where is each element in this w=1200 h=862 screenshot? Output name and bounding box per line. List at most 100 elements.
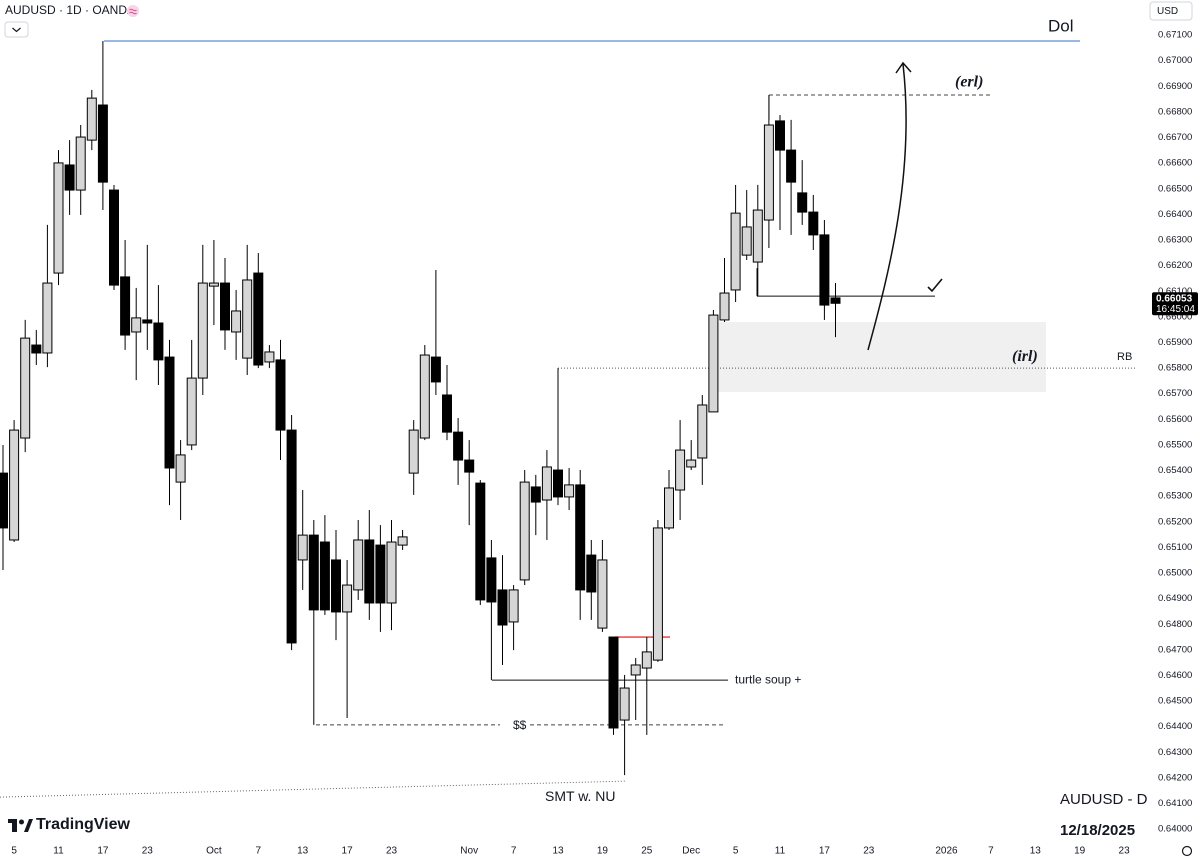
chevron — [12, 27, 21, 33]
candle-body — [686, 459, 697, 468]
x-tick-label: Oct — [206, 846, 222, 857]
candle-body — [442, 394, 452, 433]
candle — [719, 257, 730, 322]
y-tick-label: 0.66000 — [1158, 311, 1192, 322]
candle — [164, 339, 175, 506]
price-badge-label: 0.66053 — [1156, 293, 1193, 304]
candle — [9, 420, 20, 543]
x-tick-label: 23 — [863, 846, 875, 857]
candle-body — [109, 189, 119, 286]
candle — [830, 283, 841, 338]
candle-body — [508, 589, 519, 623]
collapse-button[interactable] — [4, 21, 29, 38]
y-tick-label: 0.64800 — [1158, 619, 1192, 630]
candle — [86, 89, 97, 151]
candle — [364, 510, 375, 620]
candle-body — [553, 469, 563, 498]
candle-body — [286, 429, 297, 644]
x-tick-label: 23 — [142, 846, 154, 857]
y-tick-label: 0.66400 — [1158, 209, 1192, 220]
candle — [708, 309, 719, 413]
y-tick-label: 0.64300 — [1158, 747, 1192, 758]
candle-body — [220, 282, 230, 331]
candle-body — [20, 337, 31, 439]
candle-body — [53, 162, 64, 274]
candle-body — [530, 486, 541, 503]
candle — [553, 368, 563, 506]
candle-body — [730, 212, 741, 291]
x-tick-label: 13 — [552, 846, 564, 857]
logo-part — [12, 819, 17, 832]
y-tick-label: 0.64100 — [1158, 798, 1192, 809]
candle-body — [208, 282, 219, 287]
candle-body — [652, 527, 663, 661]
candle — [442, 365, 452, 441]
symbol-label: AUDUSD - D — [1060, 791, 1148, 808]
y-tick-label: 0.64500 — [1158, 696, 1192, 707]
candle-body — [675, 449, 686, 491]
x-tick-label: 19 — [597, 846, 609, 857]
annotation: Dol — [1048, 16, 1074, 35]
candle — [319, 515, 330, 616]
candle — [575, 470, 586, 620]
candle — [486, 539, 497, 681]
candle — [208, 240, 219, 326]
candle-body — [331, 559, 341, 613]
candle — [741, 190, 752, 260]
candle-body — [775, 120, 785, 151]
x-tick-label: 5 — [11, 846, 17, 857]
candle-body — [619, 687, 630, 721]
x-tick-label: 17 — [342, 846, 354, 857]
candle — [586, 539, 597, 620]
candle — [652, 519, 663, 662]
candle — [297, 490, 308, 590]
candle — [231, 289, 242, 360]
candle — [97, 40, 108, 211]
candle-body — [797, 192, 808, 213]
x-tick-label: 17 — [819, 846, 831, 857]
y-tick-label: 0.64000 — [1158, 824, 1192, 835]
x-tick-label: 17 — [97, 846, 109, 857]
x-tick-label: 11 — [775, 846, 786, 857]
candle-body — [708, 314, 719, 413]
candle-body — [719, 292, 730, 321]
candle-body — [264, 351, 275, 363]
candle — [730, 184, 741, 303]
countdown: 16:45:04 — [1156, 304, 1195, 315]
candle-body — [430, 356, 441, 383]
annotation: (erl) — [955, 74, 983, 91]
candle — [408, 420, 419, 495]
x-tick-label: 7 — [988, 846, 994, 857]
candle-body — [0, 472, 8, 529]
candle-body — [164, 356, 175, 469]
candle — [430, 269, 441, 395]
y-tick-label: 0.65700 — [1158, 388, 1192, 399]
candle — [153, 285, 164, 385]
currency-button[interactable] — [1149, 1, 1193, 21]
candle-body — [819, 234, 830, 306]
x-tick-label: 19 — [1074, 846, 1086, 857]
candle — [253, 253, 264, 369]
y-tick-label: 0.66300 — [1158, 235, 1192, 246]
candle — [641, 637, 652, 735]
candle — [419, 345, 430, 441]
candle — [20, 319, 31, 453]
y-tick-label: 0.66600 — [1158, 158, 1192, 169]
candle-body — [231, 310, 242, 333]
y-tick-label: 0.65800 — [1158, 363, 1192, 374]
candle-body — [297, 534, 308, 561]
arrow-head — [895, 61, 912, 74]
candle-body — [375, 544, 386, 604]
candle — [142, 244, 153, 350]
status-glyph — [129, 8, 137, 15]
y-tick-label: 0.66700 — [1158, 132, 1192, 143]
candle — [697, 394, 708, 485]
annotation: RB — [1117, 351, 1132, 363]
candle — [242, 244, 253, 376]
curved-arrow — [867, 63, 907, 351]
candle — [763, 95, 774, 248]
x-tick-label: 2026 — [935, 846, 958, 857]
candle-body — [31, 344, 42, 354]
settings-icon[interactable] — [1181, 845, 1193, 857]
x-tick-label: Dec — [682, 846, 700, 857]
